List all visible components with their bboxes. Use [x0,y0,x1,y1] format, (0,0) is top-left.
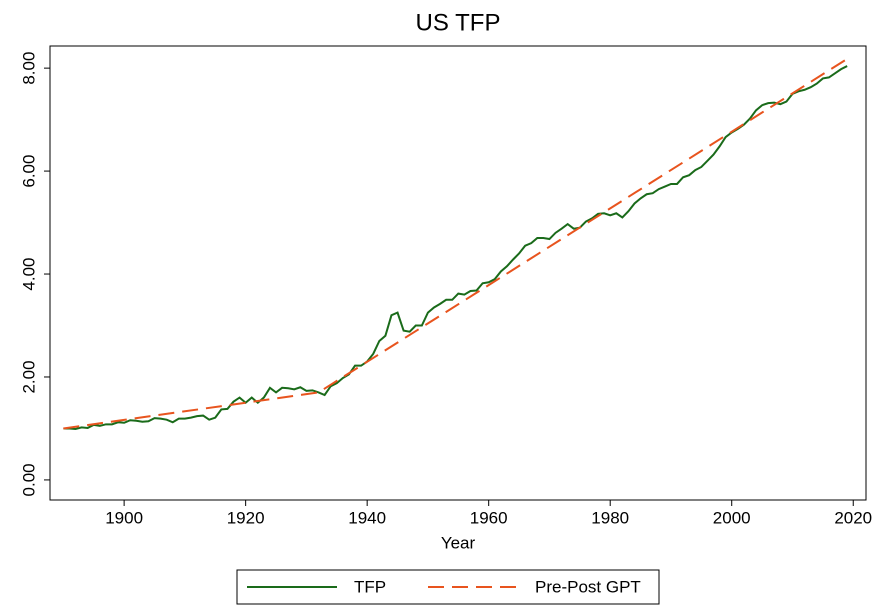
series-line [63,65,848,430]
y-tick-label: 6.00 [19,155,38,188]
series-line [63,58,848,430]
x-tick-label: 2000 [713,508,751,527]
x-tick-label: 1980 [591,508,629,527]
x-tick-label: 2020 [834,508,872,527]
y-tick-label: 4.00 [19,257,38,290]
y-tick-label: 8.00 [19,52,38,85]
x-tick-label: 1920 [227,508,265,527]
legend-label: TFP [354,577,386,596]
plot-frame [49,45,867,501]
chart-title: US TFP [416,9,501,36]
x-tick-label: 1940 [348,508,386,527]
y-tick-label: 0.00 [19,463,38,496]
x-tick-label: 1960 [470,508,508,527]
x-axis-label: Year [441,533,476,552]
y-tick-label: 2.00 [19,360,38,393]
legend-label: Pre-Post GPT [535,577,641,596]
x-tick-label: 1900 [105,508,143,527]
